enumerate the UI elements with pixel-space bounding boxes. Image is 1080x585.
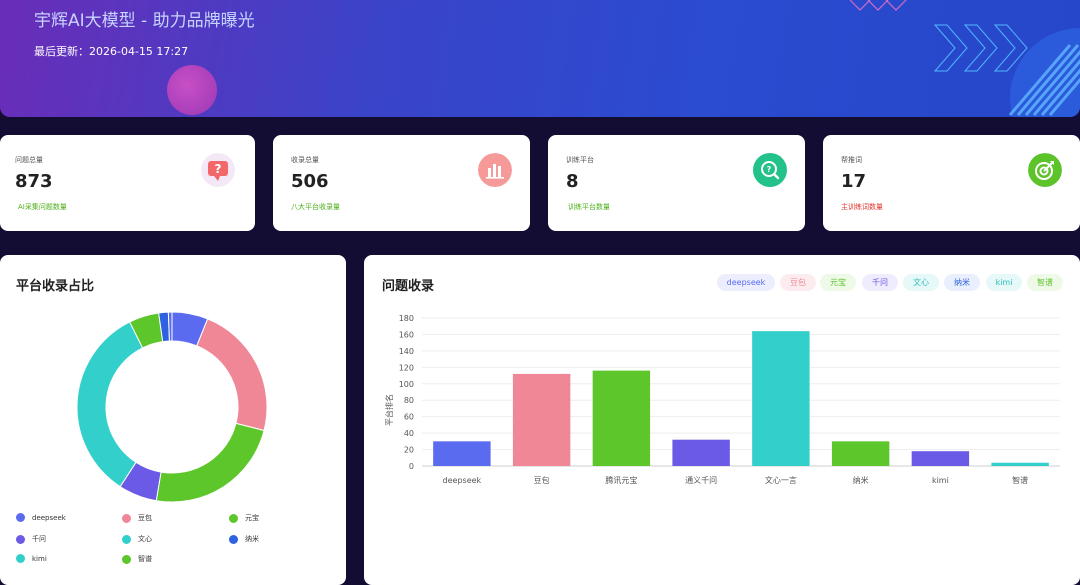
- x-tick-label: kimi: [932, 476, 949, 485]
- y-tick-label: 80: [404, 396, 414, 405]
- stat-value: 506: [291, 171, 329, 192]
- bar-7[interactable]: [991, 462, 1049, 466]
- filter-chip-deepseek[interactable]: deepseek: [717, 274, 775, 291]
- legend-label: 元宝: [245, 514, 259, 522]
- legend-item-kimi[interactable]: kimi: [16, 554, 47, 563]
- target-icon: [1028, 153, 1062, 187]
- y-axis-label: 平台排名: [384, 394, 394, 426]
- stat-note: 八大平台收录量: [291, 203, 340, 211]
- legend-dot: [16, 554, 25, 563]
- legend-item-wenxin[interactable]: 文心: [122, 534, 152, 544]
- legend-item-yuanbao[interactable]: 元宝: [229, 513, 259, 523]
- stat-note: 训练平台数量: [568, 203, 610, 211]
- filter-chip-wenxin[interactable]: 文心: [903, 274, 939, 291]
- legend-dot: [16, 534, 25, 544]
- stat-note: AI采集问题数量: [18, 203, 67, 211]
- stat-label: 训练平台: [566, 156, 594, 164]
- y-tick-label: 180: [399, 314, 414, 323]
- y-tick-label: 140: [399, 347, 414, 356]
- stat-value: 17: [841, 171, 867, 192]
- stat-card-questions: 问题总量 873 AI采集问题数量 ?: [0, 135, 255, 231]
- stat-note: 主训练词数量: [841, 203, 883, 211]
- svg-text:?: ?: [215, 162, 222, 176]
- legend-item-qianwen[interactable]: 千问: [16, 534, 46, 544]
- bar-3[interactable]: [672, 439, 730, 466]
- legend-item-nami[interactable]: 纳米: [229, 534, 259, 544]
- legend-label: kimi: [32, 554, 47, 563]
- filter-chip-zhipu[interactable]: 智谱: [1027, 274, 1063, 291]
- y-tick-label: 120: [399, 363, 414, 372]
- legend-item-zhipu[interactable]: 智谱: [122, 554, 152, 564]
- bar-4[interactable]: [752, 331, 810, 466]
- last-updated: 最后更新：2026-04-15 17:27: [34, 45, 189, 58]
- platform-share-panel: 平台收录占比 deepseek 豆包 元宝 千问 文心 纳米 kimi 智谱: [0, 255, 346, 585]
- donut-chart: [76, 311, 268, 503]
- bar-1[interactable]: [512, 373, 571, 466]
- x-tick-label: 纳米: [853, 475, 869, 485]
- stat-label: 收录总量: [291, 156, 319, 164]
- legend-dot: [122, 513, 131, 523]
- stat-card-platforms: 训练平台 8 训练平台数量 ?: [548, 135, 805, 231]
- legend-dot: [16, 513, 25, 522]
- legend-item-deepseek[interactable]: deepseek: [16, 513, 66, 522]
- filter-chip-qianwen[interactable]: 千问: [862, 274, 898, 291]
- stat-label: 问题总量: [15, 156, 43, 164]
- filter-chip-yuanbao[interactable]: 元宝: [820, 274, 856, 291]
- filter-chip-nami[interactable]: 纳米: [944, 274, 980, 291]
- x-tick-label: 智谱: [1012, 475, 1028, 485]
- decorative-shapes: [849, 0, 1080, 117]
- svg-text:?: ?: [767, 165, 772, 174]
- page-title: 宇辉AI大模型 - 助力品牌曝光: [34, 11, 255, 31]
- bar-chart-icon: [478, 153, 512, 187]
- donut-slice-2[interactable]: [155, 422, 265, 503]
- x-tick-label: 文心一言: [765, 475, 797, 485]
- x-tick-label: 通义千问: [685, 475, 717, 485]
- legend-label: 千问: [32, 535, 46, 543]
- y-tick-label: 160: [399, 330, 414, 339]
- legend-dot: [229, 534, 238, 544]
- decorative-circle: [167, 65, 217, 115]
- legend-dot: [229, 513, 238, 523]
- legend-label: 文心: [138, 535, 152, 543]
- stat-value: 8: [566, 171, 579, 192]
- panel-title: 平台收录占比: [16, 279, 95, 294]
- bar-0[interactable]: [433, 441, 491, 466]
- search-icon: ?: [753, 153, 787, 187]
- legend-label: 智谱: [138, 555, 152, 563]
- bar-2[interactable]: [592, 370, 651, 466]
- filter-chip-kimi[interactable]: kimi: [986, 274, 1022, 291]
- legend-label: deepseek: [32, 513, 66, 522]
- question-index-panel: 问题收录 deepseek 豆包 元宝 千问 文心 纳米 kimi 智谱 平台排…: [364, 255, 1080, 585]
- donut-slice-4[interactable]: [76, 321, 144, 488]
- bar-5[interactable]: [831, 441, 890, 466]
- y-tick-label: 100: [399, 380, 414, 389]
- panel-title: 问题收录: [382, 279, 435, 294]
- stat-card-indexed: 收录总量 506 八大平台收录量: [273, 135, 530, 231]
- donut-slice-1[interactable]: [196, 318, 268, 432]
- donut-slice-7[interactable]: [167, 311, 173, 342]
- y-tick-label: 0: [409, 462, 414, 471]
- bar-chart: 平台排名 0 20 40 60 80 100 120 140 160 180 deepseek 豆包 腾…: [384, 314, 1060, 485]
- stat-card-keywords: 帮推词 17 主训练词数量: [823, 135, 1080, 231]
- legend-dot: [122, 534, 131, 544]
- y-tick-label: 40: [404, 429, 414, 438]
- question-icon: ?: [201, 153, 235, 187]
- y-tick-label: 20: [404, 446, 414, 455]
- legend-item-doubao[interactable]: 豆包: [122, 513, 152, 523]
- filter-chip-doubao[interactable]: 豆包: [780, 274, 816, 291]
- bar-6[interactable]: [911, 451, 970, 466]
- x-tick-label: 豆包: [534, 475, 550, 485]
- header-banner: 宇辉AI大模型 - 助力品牌曝光 最后更新：2026-04-15 17:27: [0, 0, 1080, 117]
- stat-value: 873: [15, 171, 53, 192]
- legend-dot: [122, 554, 131, 564]
- legend-label: 豆包: [138, 514, 152, 522]
- x-tick-label: deepseek: [443, 476, 482, 485]
- y-tick-label: 60: [404, 413, 414, 422]
- legend-label: 纳米: [245, 535, 259, 543]
- x-tick-label: 腾讯元宝: [605, 475, 637, 485]
- stat-label: 帮推词: [841, 156, 862, 164]
